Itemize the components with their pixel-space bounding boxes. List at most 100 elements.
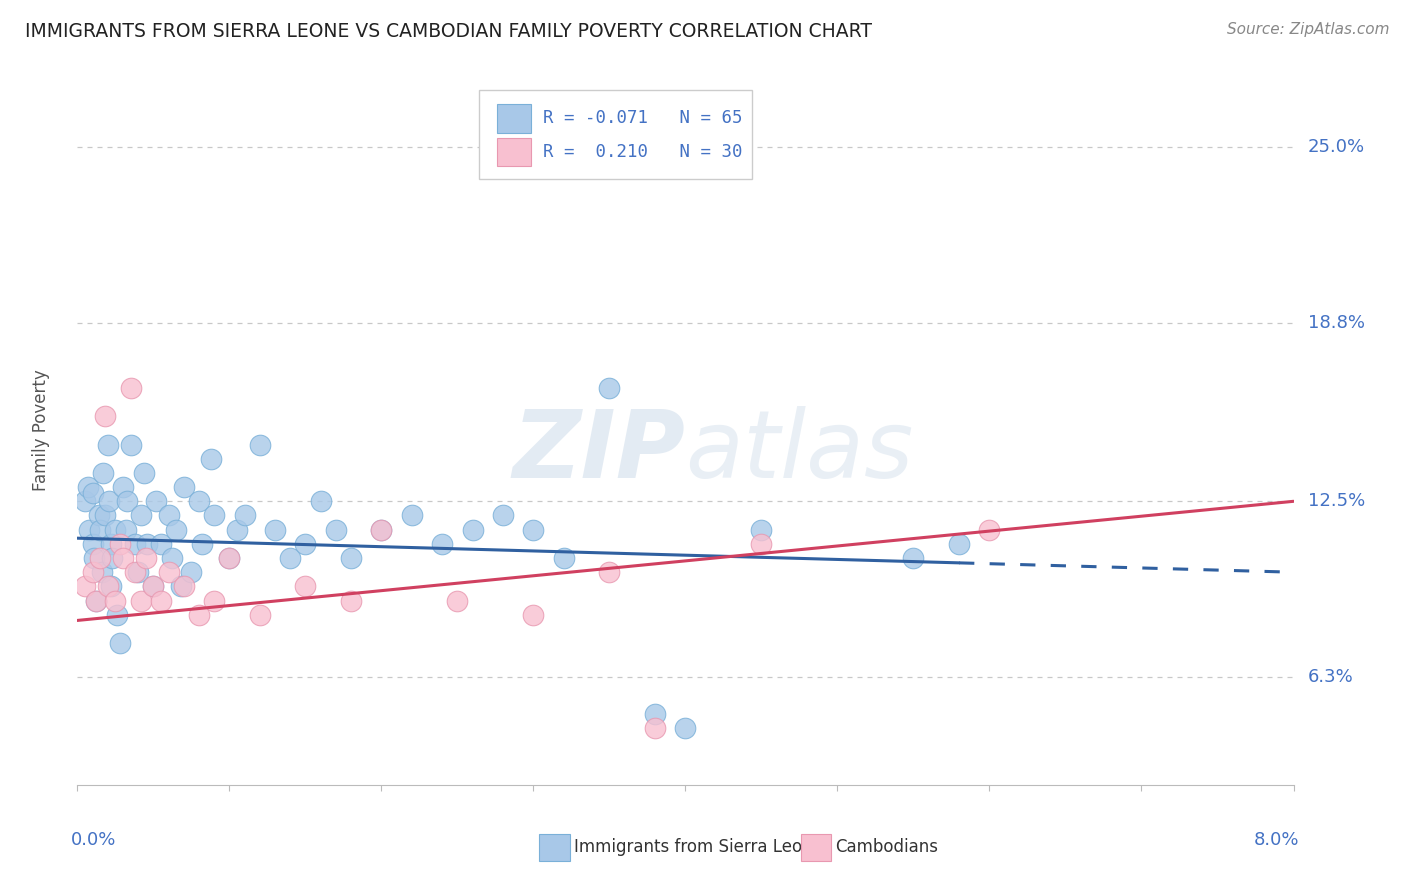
Point (218, 551, 240, 566)
Text: 8.0%: 8.0% (1254, 831, 1299, 849)
Point (325, 523, 347, 537)
Point (129, 508, 152, 523)
Point (108, 636, 131, 650)
Point (430, 537, 453, 551)
Text: Family Poverty: Family Poverty (32, 369, 49, 491)
Point (461, 523, 484, 537)
Point (97, 579, 120, 593)
Point (97, 437, 120, 451)
Text: 6.3%: 6.3% (1308, 668, 1354, 686)
Point (264, 523, 287, 537)
Point (675, 721, 697, 735)
Point (157, 508, 180, 523)
Point (124, 566, 146, 580)
FancyBboxPatch shape (801, 834, 831, 861)
Point (73, 494, 96, 508)
Point (202, 593, 225, 607)
Text: 18.8%: 18.8% (1308, 314, 1365, 332)
FancyBboxPatch shape (540, 834, 569, 861)
Point (249, 437, 271, 451)
Point (129, 593, 152, 607)
Point (104, 593, 127, 607)
Point (145, 494, 167, 508)
Point (979, 523, 1001, 537)
Point (903, 551, 925, 566)
Point (249, 607, 271, 622)
Point (91, 466, 114, 480)
Point (401, 508, 423, 523)
Point (309, 494, 332, 508)
Point (294, 579, 316, 593)
Point (948, 537, 970, 551)
Point (142, 579, 165, 593)
Point (170, 579, 193, 593)
Point (124, 537, 146, 551)
Point (598, 381, 620, 395)
Point (115, 523, 138, 537)
Point (142, 579, 165, 593)
Point (200, 451, 222, 466)
Text: ZIP: ZIP (513, 406, 686, 498)
Point (120, 381, 142, 395)
Point (98, 494, 121, 508)
Point (160, 551, 183, 566)
Point (87, 508, 110, 523)
Point (82, 566, 104, 580)
Point (111, 480, 134, 494)
Point (79, 523, 101, 537)
Point (134, 466, 156, 480)
Point (188, 494, 211, 508)
Point (522, 607, 544, 622)
Point (149, 593, 172, 607)
Point (104, 523, 127, 537)
Point (93, 508, 115, 523)
Point (522, 523, 544, 537)
Point (340, 551, 363, 566)
Text: 25.0%: 25.0% (1308, 137, 1365, 156)
Point (82, 485, 104, 500)
Point (83, 551, 105, 566)
Point (180, 566, 202, 580)
Point (90, 566, 112, 580)
Text: IMMIGRANTS FROM SIERRA LEONE VS CAMBODIAN FAMILY POVERTY CORRELATION CHART: IMMIGRANTS FROM SIERRA LEONE VS CAMBODIA… (25, 22, 872, 41)
Point (149, 537, 172, 551)
Point (77, 480, 100, 494)
Point (105, 607, 128, 622)
FancyBboxPatch shape (496, 104, 531, 133)
Text: 0.0%: 0.0% (72, 831, 117, 849)
Point (370, 523, 392, 537)
Point (120, 437, 142, 451)
Text: 12.5%: 12.5% (1308, 492, 1365, 510)
Point (226, 523, 249, 537)
Point (446, 593, 468, 607)
Text: atlas: atlas (686, 406, 914, 497)
Text: Cambodians: Cambodians (835, 838, 938, 856)
Point (188, 607, 211, 622)
Point (89, 523, 111, 537)
Point (294, 537, 316, 551)
Point (751, 537, 773, 551)
Text: Source: ZipAtlas.com: Source: ZipAtlas.com (1226, 22, 1389, 37)
Point (135, 551, 157, 566)
Point (173, 480, 195, 494)
Point (100, 579, 122, 593)
Point (644, 706, 666, 721)
Point (218, 551, 240, 566)
Point (751, 523, 773, 537)
Point (278, 551, 301, 566)
Point (165, 523, 187, 537)
Point (101, 551, 124, 566)
Point (202, 508, 225, 523)
Point (111, 551, 134, 566)
Text: R =  0.210   N = 30: R = 0.210 N = 30 (543, 143, 742, 161)
Point (127, 566, 149, 580)
Text: Immigrants from Sierra Leone: Immigrants from Sierra Leone (574, 838, 823, 856)
Point (136, 537, 159, 551)
Point (117, 494, 139, 508)
Point (89, 551, 111, 566)
Point (553, 551, 575, 566)
FancyBboxPatch shape (478, 90, 752, 178)
Point (73, 579, 96, 593)
Point (93, 409, 115, 424)
Point (644, 721, 666, 735)
